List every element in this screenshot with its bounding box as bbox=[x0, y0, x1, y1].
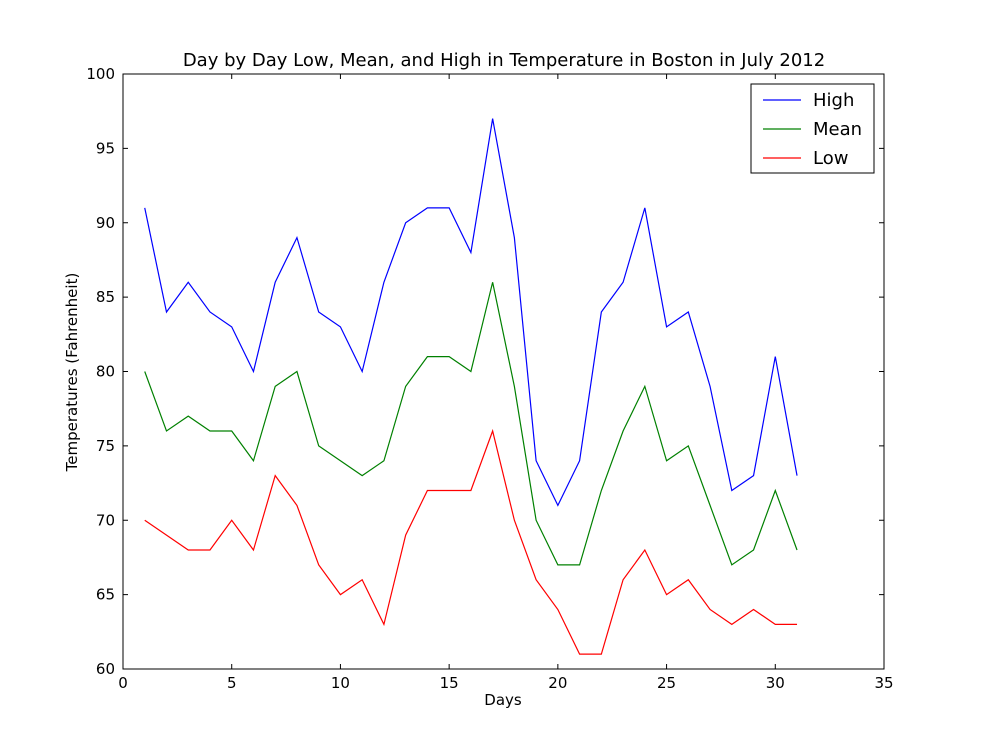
y-axis-label: Temperatures (Fahrenheit) bbox=[63, 273, 81, 473]
chart-title: Day by Day Low, Mean, and High in Temper… bbox=[183, 50, 825, 71]
y-tick-label: 100 bbox=[86, 65, 115, 83]
series-line-mean bbox=[144, 282, 798, 566]
series-line-high bbox=[144, 118, 798, 507]
x-tick-label: 15 bbox=[440, 674, 459, 692]
legend: High Mean Low bbox=[750, 83, 875, 174]
y-tick-label: 90 bbox=[96, 214, 115, 232]
x-axis-label: Days bbox=[484, 691, 522, 709]
plot-area bbox=[144, 118, 798, 655]
y-tick-label: 65 bbox=[96, 586, 115, 604]
y-tick-label: 70 bbox=[96, 511, 115, 529]
x-tick-label: 0 bbox=[118, 674, 128, 692]
x-tick-label: 10 bbox=[331, 674, 350, 692]
x-tick-label: 20 bbox=[548, 674, 567, 692]
x-tick-label: 35 bbox=[874, 674, 893, 692]
x-tick-label: 25 bbox=[657, 674, 676, 692]
series-line-low bbox=[144, 428, 798, 655]
y-tick-label: 60 bbox=[96, 660, 115, 678]
y-tick-label: 85 bbox=[96, 288, 115, 306]
y-tick-label: 75 bbox=[96, 437, 115, 455]
x-tick-label: 5 bbox=[227, 674, 237, 692]
legend-label-high: High bbox=[813, 90, 854, 111]
x-tick-label: 30 bbox=[766, 674, 785, 692]
legend-label-mean: Mean bbox=[813, 119, 862, 140]
y-tick-label: 95 bbox=[96, 139, 115, 157]
y-tick-label: 80 bbox=[96, 363, 115, 381]
axis-ticks: 0 5 10 15 20 25 30 35 60 65 70 75 80 85 90 95 100 bbox=[86, 65, 893, 692]
legend-label-low: Low bbox=[813, 148, 848, 169]
